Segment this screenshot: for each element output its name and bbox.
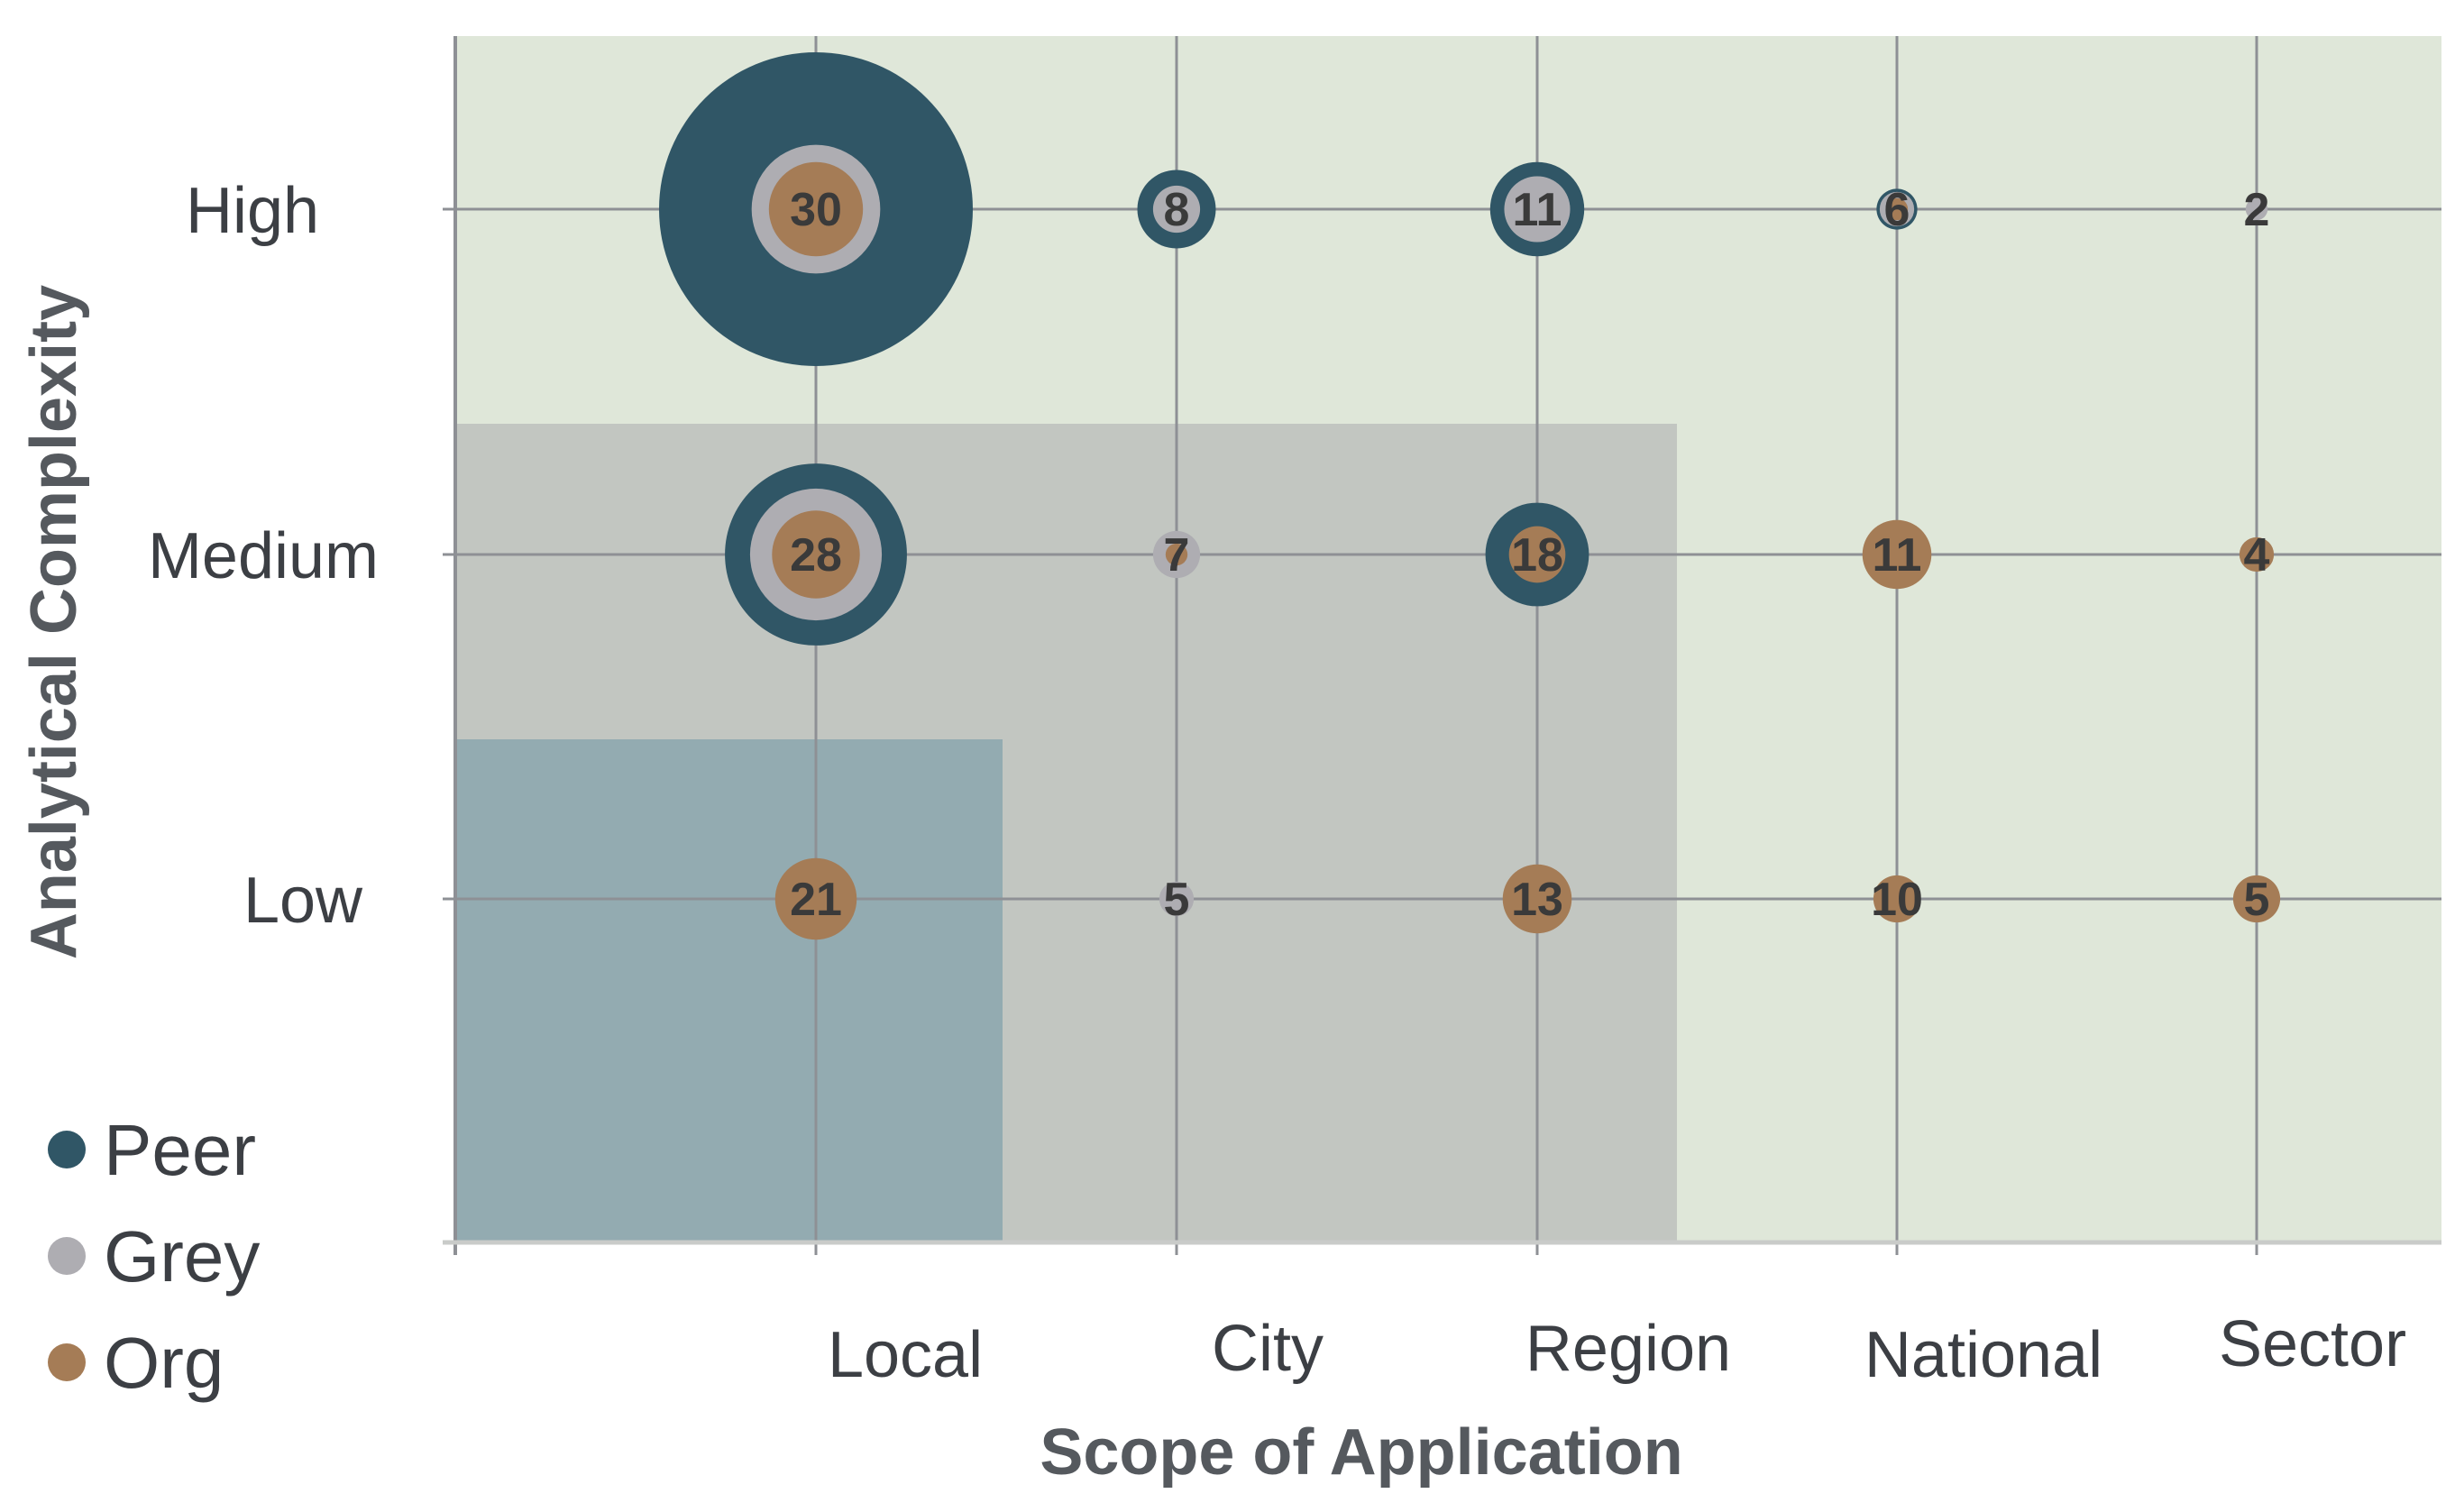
- tick-labels: Low Medium High Local City Region National Sect…: [148, 175, 2406, 1391]
- bubble-value-label: 28: [790, 529, 842, 582]
- bubble-value-label: 4: [2244, 529, 2270, 582]
- bubble-value-label: 21: [790, 874, 842, 926]
- bubble-org-circle: [1502, 864, 1572, 934]
- bubble-region-low: 13: [1502, 864, 1572, 934]
- bubble-org-circle: [2232, 875, 2281, 923]
- bubble-org-circle: [1885, 197, 1909, 221]
- x-tick-city: City: [1212, 1313, 1324, 1385]
- bubble-value-label: 6: [1884, 184, 1910, 236]
- y-tick-high: High: [186, 175, 319, 247]
- x-tick-sector: Sector: [2219, 1308, 2406, 1380]
- bubble-sector-medium: 4: [2239, 529, 2275, 582]
- legend-org-swatch: [48, 1343, 86, 1381]
- bubble-value-label: 5: [1164, 874, 1190, 926]
- legend-peer-label: Peer: [104, 1110, 256, 1190]
- bubble-national-low: 10: [1871, 874, 1923, 926]
- bubble-national-high: 6: [1876, 184, 1918, 236]
- bubble-local-low: 21: [774, 857, 857, 940]
- bubble-value-label: 8: [1164, 184, 1190, 236]
- x-axis-title: Scope of Application: [1040, 1416, 1682, 1489]
- legend-grey-label: Grey: [104, 1216, 260, 1297]
- bubble-grey-circle: [1159, 881, 1195, 917]
- bubble-grey-circle: [1152, 185, 1201, 234]
- bubble-national-medium: 11: [1862, 519, 1932, 590]
- bubble-sector-high: 2: [2244, 184, 2270, 236]
- bubble-org-circle: [768, 161, 864, 257]
- bubble-value-label: 2: [2244, 184, 2270, 236]
- legend-peer-swatch: [48, 1131, 86, 1168]
- bubble-org-circle: [1862, 519, 1932, 590]
- bubble-value-label: 7: [1164, 529, 1190, 582]
- bubbles-layer: 30 8 11 6 2 28 7 18 11 4 21 5 13 10 5: [659, 52, 2281, 940]
- bubble-org-circle: [1873, 875, 1921, 923]
- bubble-city-high: 8: [1137, 170, 1216, 249]
- legend-grey-swatch: [48, 1237, 86, 1275]
- y-tick-medium: Medium: [148, 520, 379, 592]
- bubble-value-label: 11: [1873, 529, 1922, 582]
- bubble-local-medium: 28: [725, 463, 907, 646]
- bubble-value-label: 13: [1511, 874, 1563, 926]
- legend-org-label: Org: [104, 1323, 224, 1403]
- bubble-org-circle: [772, 510, 860, 599]
- bubble-grey-circle: [2245, 197, 2268, 221]
- x-tick-national: National: [1864, 1319, 2102, 1391]
- bubble-value-label: 18: [1511, 529, 1563, 582]
- x-tick-local: Local: [828, 1319, 983, 1391]
- legend: Peer Grey Org: [48, 1110, 260, 1403]
- bubble-value-label: 10: [1871, 874, 1923, 926]
- zone-inner: [455, 739, 1003, 1242]
- bubble-region-high: 11: [1489, 161, 1585, 257]
- bubble-value-label: 30: [790, 184, 842, 236]
- bubble-org-circle: [774, 857, 857, 940]
- bubble-org-circle: [1165, 543, 1188, 566]
- bubble-region-medium: 18: [1485, 502, 1589, 607]
- bubble-org-circle: [2239, 536, 2275, 573]
- bubble-local-high: 30: [659, 52, 973, 366]
- bubble-org-circle: [1508, 526, 1566, 583]
- bubble-city-low: 5: [1159, 874, 1195, 926]
- y-tick-low: Low: [243, 865, 363, 937]
- bubble-value-label: 11: [1513, 184, 1562, 236]
- x-tick-region: Region: [1525, 1313, 1731, 1385]
- bubble-city-medium: 7: [1152, 529, 1201, 582]
- bubble-grey-circle: [1504, 176, 1571, 243]
- bubble-value-label: 5: [2244, 874, 2270, 926]
- bubble-sector-low: 5: [2232, 874, 2281, 926]
- y-axis-title: Analytical Complexity: [18, 285, 90, 959]
